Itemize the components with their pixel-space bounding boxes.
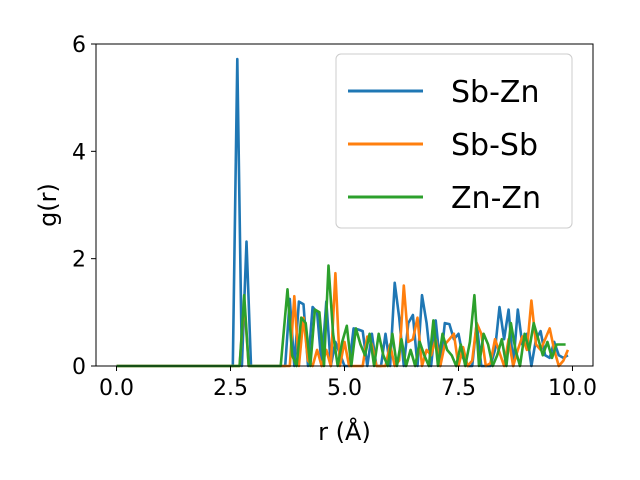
y-tick-label: 2 — [72, 248, 86, 273]
legend-label-sb-zn: Sb-Zn — [451, 75, 539, 110]
y-tick-label: 6 — [72, 33, 86, 58]
y-axis-title: g(r) — [34, 183, 62, 227]
x-tick-label: 0.0 — [99, 376, 134, 401]
x-axis: 0.0 2.5 5.0 7.5 10.0 — [99, 366, 597, 401]
legend-label-zn-zn: Zn-Zn — [451, 181, 541, 216]
x-tick-label: 5.0 — [327, 376, 362, 401]
legend-box — [335, 53, 573, 229]
series-line-sb-zn — [116, 57, 569, 368]
x-tick-label: 2.5 — [213, 376, 248, 401]
y-axis: 0 2 4 6 — [72, 33, 96, 380]
y-tick-label: 4 — [72, 140, 86, 165]
legend: Sb-Zn Sb-Sb Zn-Zn — [335, 53, 573, 229]
x-tick-label: 7.5 — [441, 376, 476, 401]
y-tick-label: 0 — [72, 355, 86, 380]
x-axis-title: r (Å) — [318, 417, 371, 446]
series-line-zn-zn — [116, 264, 566, 368]
x-tick-label: 10.0 — [548, 376, 597, 401]
legend-label-sb-sb: Sb-Sb — [451, 128, 538, 163]
plot-lines — [116, 57, 570, 368]
